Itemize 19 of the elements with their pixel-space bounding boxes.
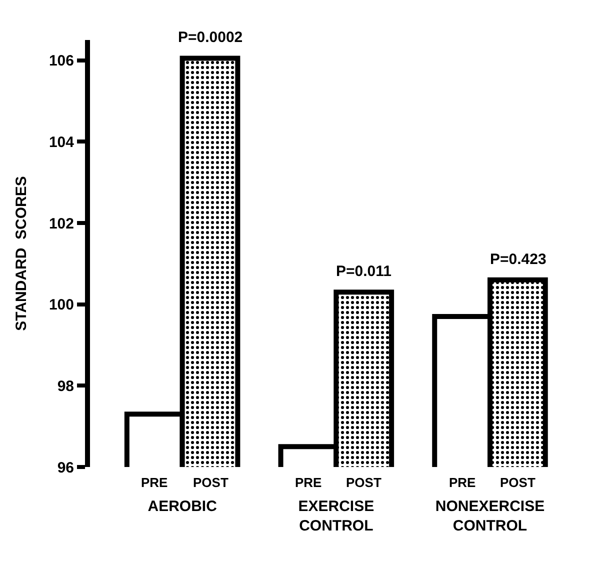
y-tick-label: 98: [57, 378, 74, 395]
y-tick-label: 96: [57, 459, 74, 476]
series-label: POST: [193, 475, 228, 490]
y-axis-title: STANDARD SCORES: [13, 176, 30, 331]
annotation: P=0.011: [336, 263, 392, 280]
text: PRE: [449, 475, 476, 490]
y-tick-label: 100: [48, 296, 74, 314]
text: POST: [346, 475, 382, 490]
x-tick-label: AEROBIC: [148, 498, 218, 515]
y-tick-label: 106: [48, 52, 74, 70]
annotation: P=0.0002: [178, 29, 243, 46]
x-tick-label: NONEXERCISE CONTROL: [435, 498, 545, 534]
series-label: PRE: [141, 475, 168, 490]
text: POST: [500, 475, 536, 490]
y-tick-label: 104: [48, 134, 75, 151]
annotation: P=0.423: [490, 251, 546, 268]
text: PRE: [295, 475, 322, 490]
y-tick-label: 102: [48, 215, 74, 232]
x-tick-label: EXERCISE CONTROL: [298, 498, 374, 534]
